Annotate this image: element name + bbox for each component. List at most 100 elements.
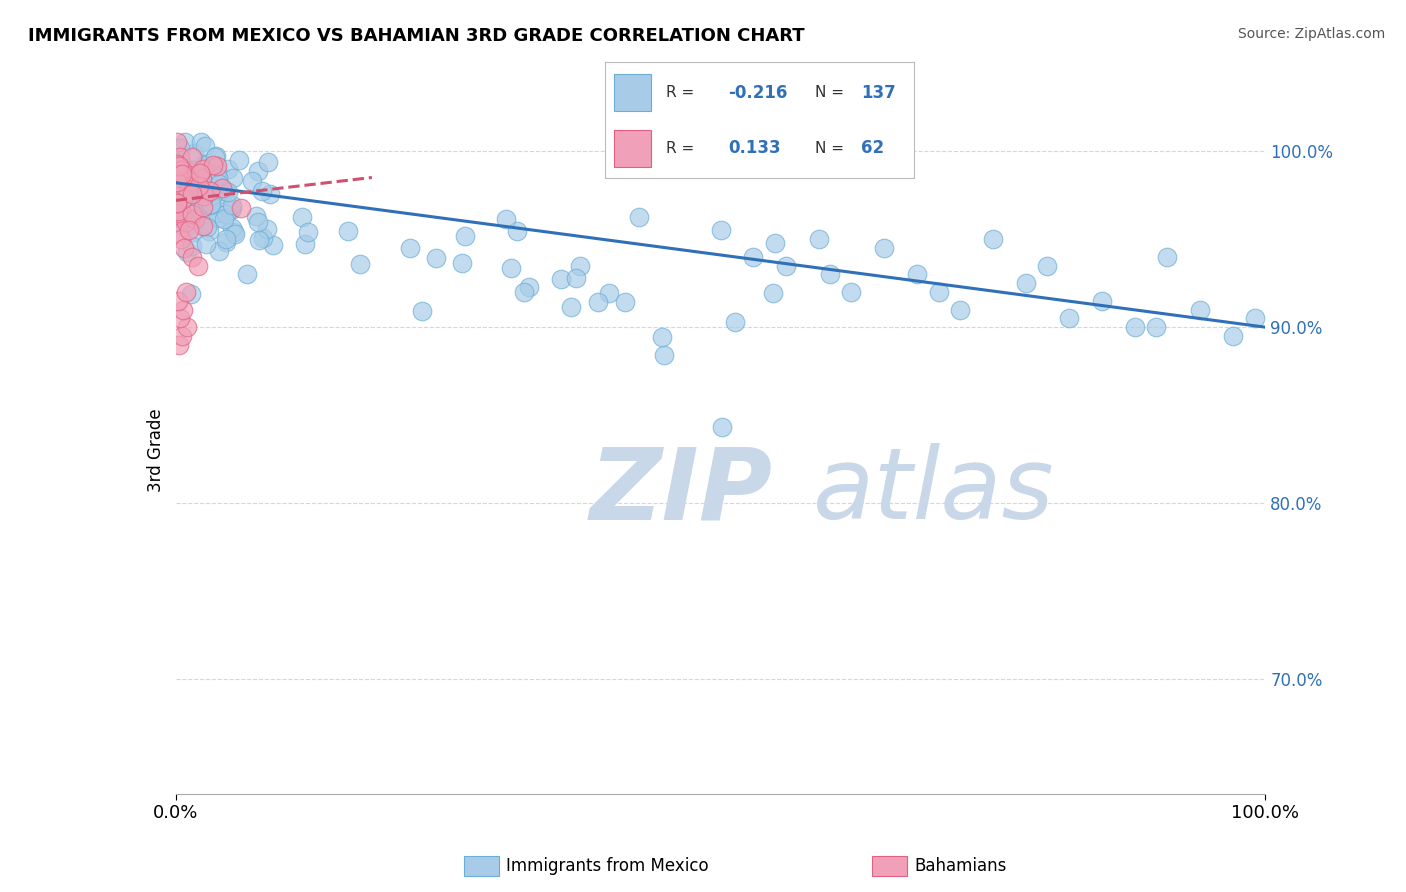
Point (172, 329, 194, 343)
Point (568, 259, 591, 273)
Point (560, 300, 582, 314)
Point (290, 210, 312, 224)
Text: Source: ZipAtlas.com: Source: ZipAtlas.com (1237, 27, 1385, 41)
Point (188, 194, 211, 208)
Point (184, 179, 207, 194)
Point (176, 173, 198, 187)
Y-axis label: 3rd Grade: 3rd Grade (146, 409, 165, 492)
Point (188, 191, 211, 205)
Point (194, 237, 217, 252)
Point (167, 293, 190, 308)
Point (170, 232, 193, 246)
Point (212, 211, 235, 226)
Text: Bahamians: Bahamians (914, 857, 1007, 875)
Point (188, 166, 211, 180)
Point (981, 232, 1004, 246)
Point (204, 151, 226, 165)
Point (181, 238, 204, 252)
Point (166, 196, 188, 211)
Point (247, 233, 270, 247)
Point (208, 177, 231, 191)
Point (170, 178, 193, 193)
Point (451, 256, 474, 270)
Point (191, 200, 214, 214)
Point (190, 135, 212, 149)
Point (217, 185, 239, 199)
Point (762, 285, 785, 300)
Point (177, 165, 200, 179)
Text: -0.216: -0.216 (728, 84, 787, 102)
Point (495, 212, 517, 227)
Point (229, 201, 252, 215)
Point (219, 203, 242, 218)
Point (259, 186, 281, 201)
Point (873, 241, 896, 255)
Point (188, 178, 211, 192)
Point (181, 162, 204, 177)
Text: atlas: atlas (813, 443, 1054, 541)
Point (588, 295, 610, 310)
Point (172, 302, 194, 317)
Point (167, 338, 190, 352)
Point (425, 251, 447, 265)
Point (172, 192, 194, 206)
Point (173, 185, 195, 199)
Text: R =: R = (666, 141, 695, 156)
Text: N =: N = (815, 141, 844, 156)
Point (169, 150, 191, 164)
Point (207, 211, 229, 225)
Point (252, 231, 274, 245)
Point (169, 169, 191, 184)
Point (166, 210, 188, 224)
Point (173, 135, 195, 149)
Point (195, 219, 218, 234)
Point (205, 164, 228, 178)
Point (949, 302, 972, 317)
Point (166, 176, 188, 190)
Point (205, 149, 228, 163)
Point (177, 223, 200, 237)
Point (184, 211, 207, 226)
Point (166, 176, 188, 190)
Point (1144, 320, 1167, 334)
Point (807, 232, 830, 246)
Point (181, 150, 204, 164)
Point (190, 198, 212, 212)
Point (186, 208, 208, 222)
Point (173, 170, 195, 185)
Point (215, 235, 238, 249)
Point (252, 184, 274, 198)
Point (198, 198, 221, 212)
Point (742, 250, 765, 264)
Point (652, 348, 675, 362)
Point (221, 171, 243, 186)
Point (166, 167, 188, 181)
Point (598, 286, 620, 301)
Point (191, 171, 214, 186)
Point (1036, 259, 1059, 273)
Point (711, 420, 734, 434)
Point (506, 224, 529, 238)
Point (166, 189, 188, 203)
Point (166, 203, 188, 218)
Point (166, 162, 188, 177)
Point (818, 268, 841, 282)
Point (172, 185, 194, 199)
Point (1057, 311, 1080, 326)
Text: 137: 137 (862, 84, 896, 102)
Point (174, 211, 197, 225)
Point (183, 145, 205, 160)
Point (176, 185, 198, 199)
Point (169, 167, 191, 181)
Point (169, 311, 191, 326)
Point (1015, 276, 1038, 290)
Point (215, 232, 238, 246)
Point (177, 174, 200, 188)
Point (224, 227, 246, 241)
Point (195, 158, 218, 172)
Point (198, 161, 221, 175)
Point (187, 209, 209, 223)
Point (550, 272, 572, 286)
Point (176, 245, 198, 260)
Point (724, 315, 747, 329)
